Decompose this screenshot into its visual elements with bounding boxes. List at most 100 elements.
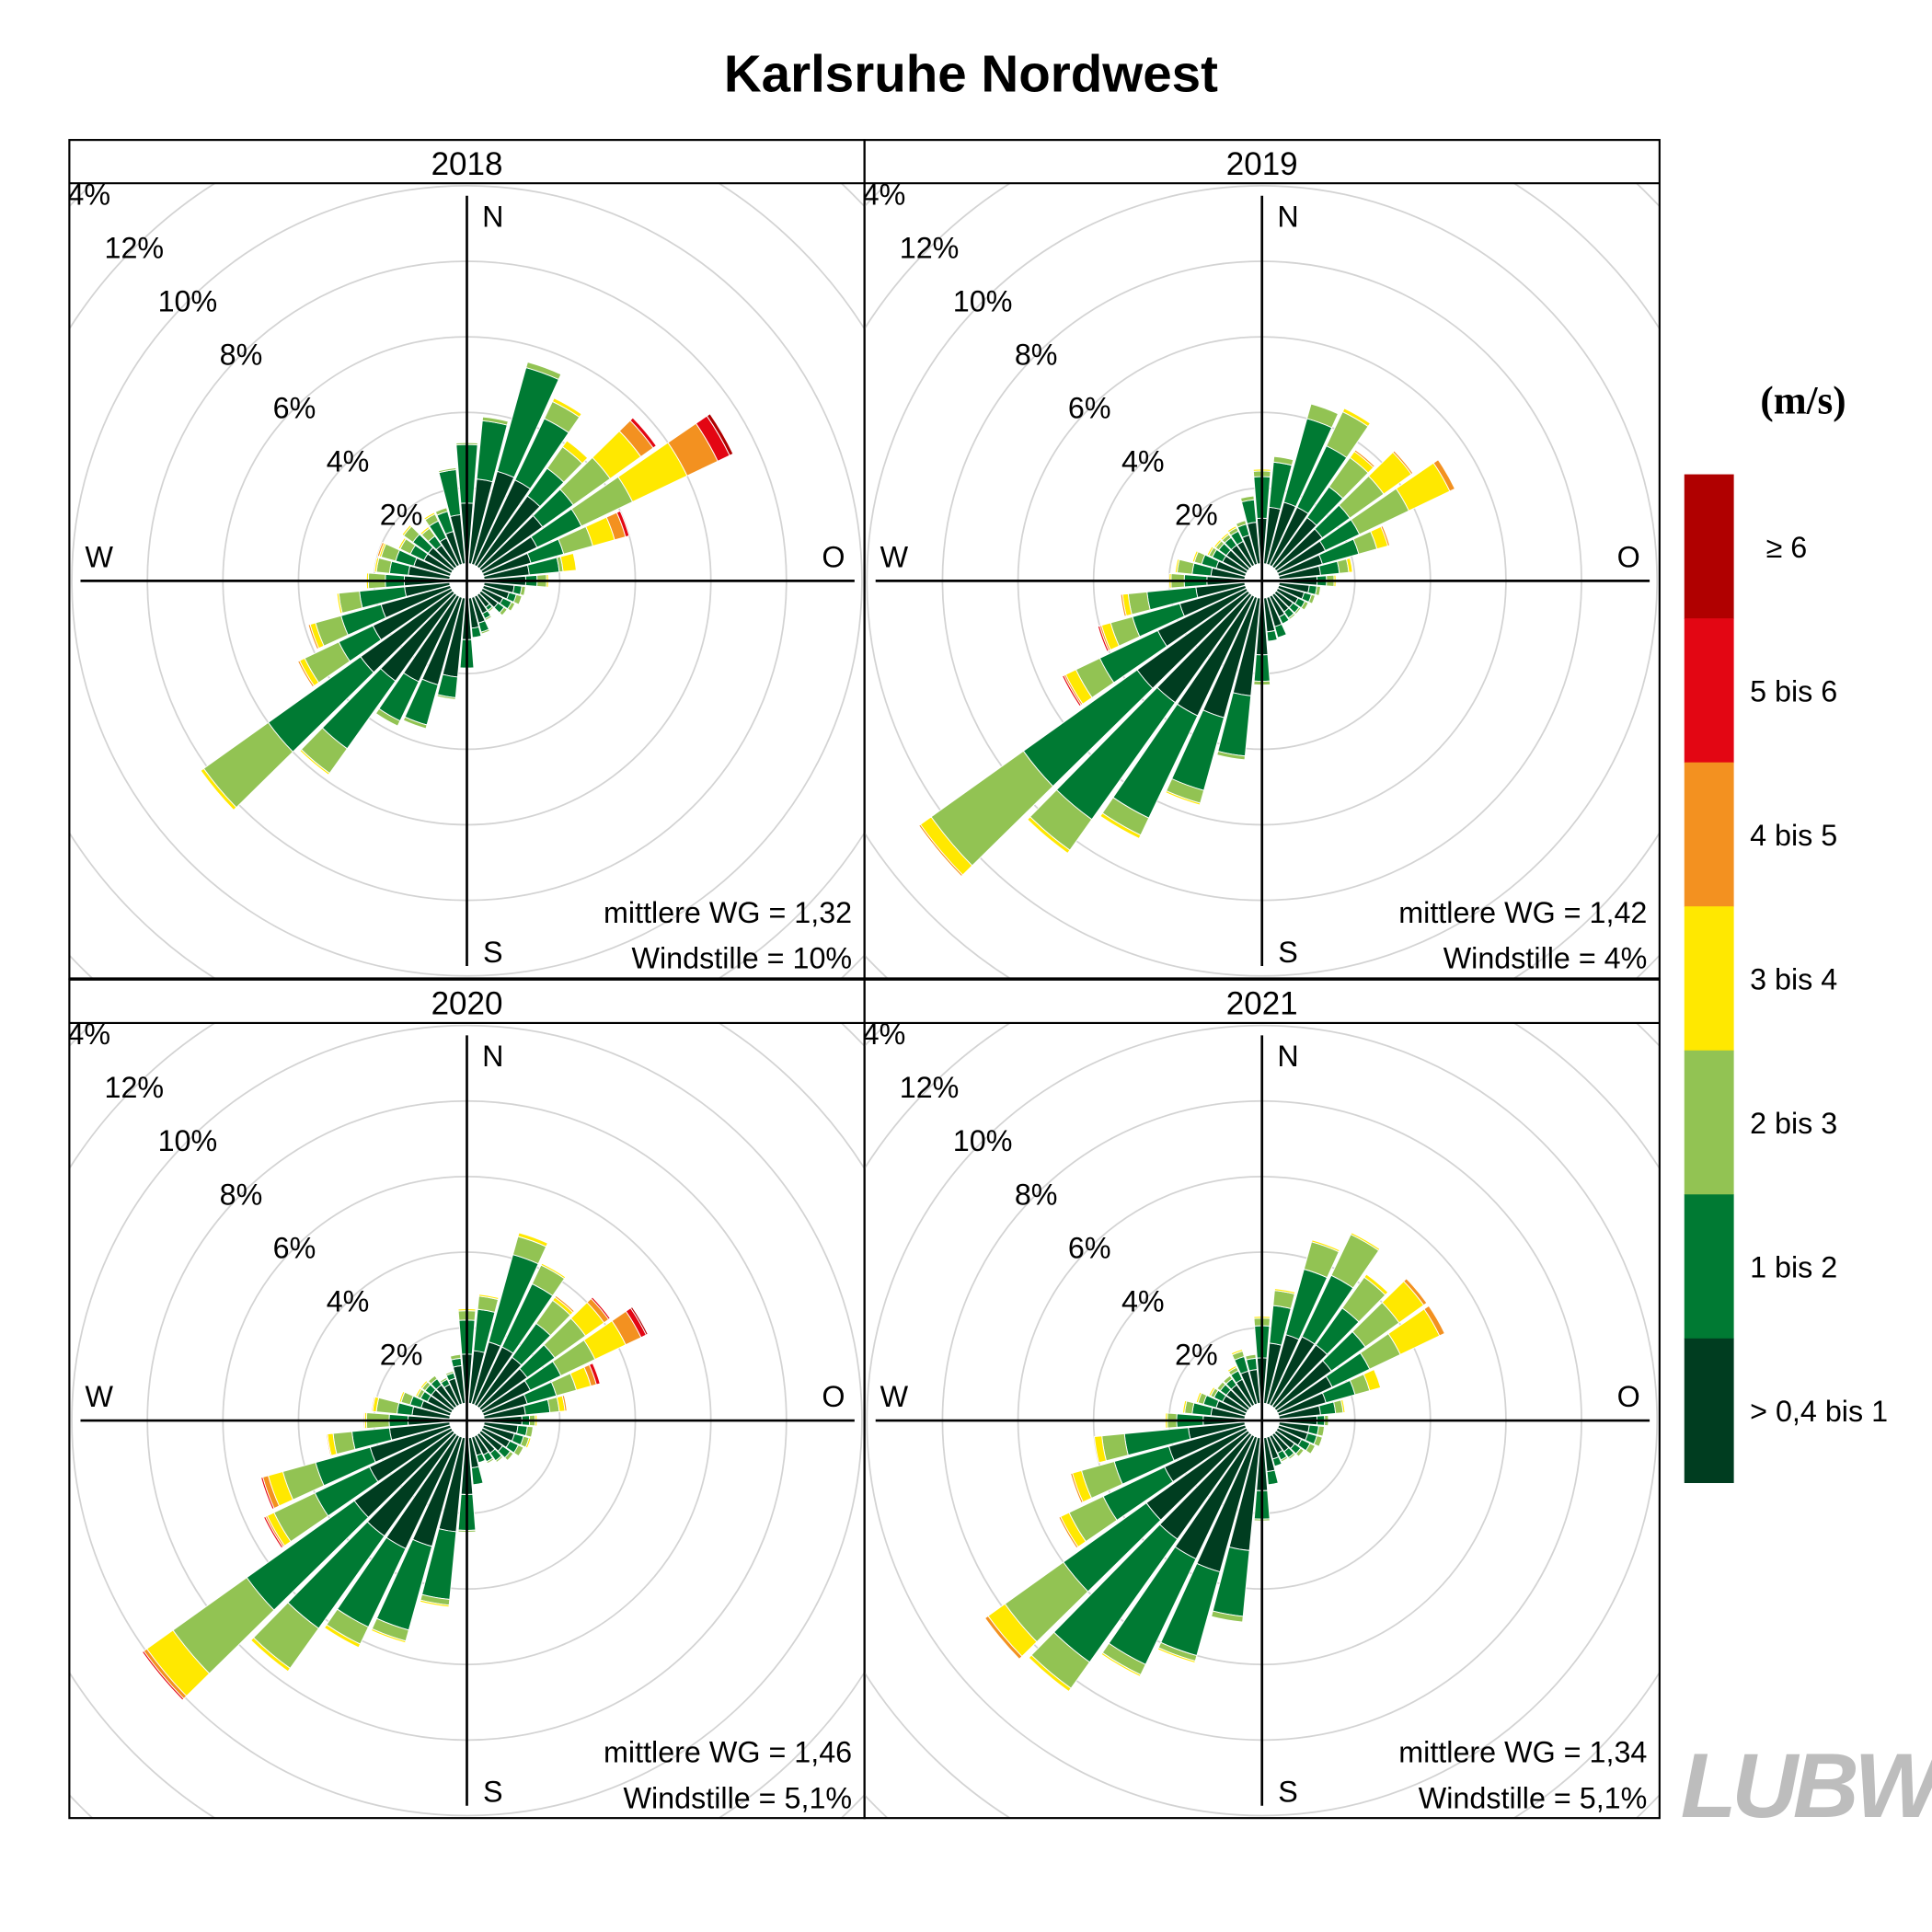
wedge-170-class-1 [470, 626, 482, 638]
plot-area: 2% 4% 6% 8%10% 12% 14% N S W O [51, 1018, 865, 1819]
wedge-20-class-2 [525, 362, 562, 381]
wedge-350-class-2 [437, 466, 457, 474]
grid-ring-10 [71, 185, 863, 977]
compass-w: W [85, 541, 113, 574]
wedge-210-class-3 [1100, 1651, 1142, 1677]
wedge-260-class-2 [332, 1431, 356, 1455]
mean-speed-label: mittlere WG = 1,46 [604, 1736, 852, 1769]
legend-label: 5 bis 6 [1750, 675, 1837, 708]
wedge-130-class-2 [1294, 606, 1302, 615]
mean-speed-label: mittlere WG = 1,32 [604, 896, 852, 929]
wedge-10-class-2 [481, 416, 509, 426]
wedge-140-class-2 [495, 1455, 504, 1464]
ring-label: 8% [1015, 1178, 1058, 1211]
legend-label: > 0,4 bis 1 [1750, 1395, 1888, 1428]
wedge-170-class-1 [1266, 1469, 1279, 1486]
ring-label: 2% [1175, 1338, 1218, 1371]
wedge-300-class-3 [414, 1387, 422, 1397]
wedge-40-class-3 [561, 440, 589, 465]
wedge-60-class-6 [706, 413, 734, 456]
wedge-340-class-3 [1230, 1348, 1244, 1356]
wedge-30-class-3 [1350, 1232, 1381, 1251]
wedge-200-class-3 [370, 1627, 407, 1644]
wedge-210-class-3 [1099, 812, 1142, 840]
compass-o: O [822, 541, 845, 574]
compass-w: W [880, 541, 909, 574]
wedge-340-class-2 [434, 507, 449, 516]
wedge-130-class-2 [499, 606, 508, 616]
wedge-330-class-3 [1226, 1364, 1237, 1373]
wedge-120-class-2 [1305, 1443, 1317, 1455]
wedge-170-class-1 [470, 1466, 484, 1486]
ring-label: 4% [1121, 445, 1165, 478]
ring-label: 6% [1068, 392, 1111, 425]
calm-label: Windstille = 4% [1443, 942, 1648, 975]
wedge-160-class-1 [1273, 623, 1287, 638]
wedge-110-class-3 [524, 1437, 532, 1449]
wedge-260-class-2 [1101, 1432, 1129, 1462]
wedge-20-class-3 [517, 1232, 548, 1248]
ring-label: 6% [273, 392, 316, 425]
wedge-100-class-2 [1317, 1425, 1326, 1437]
wedge-290-class-3 [1195, 1391, 1202, 1404]
ring-label: 10% [953, 1124, 1013, 1157]
wedge-260-class-2 [1127, 591, 1151, 615]
wedge-200-class-2 [402, 716, 428, 730]
wedge-140-class-2 [1287, 613, 1296, 621]
wedge-130-class-2 [1294, 1447, 1305, 1457]
wedge-260-class-5 [325, 1433, 331, 1457]
wedge-150-class-2 [486, 1457, 495, 1465]
wedge-100-class-2 [519, 585, 526, 596]
ring-label: 12% [900, 231, 960, 264]
wedge-280-class-3 [1174, 558, 1180, 573]
ring-label: 14% [846, 1018, 906, 1051]
compass-s: S [1278, 936, 1298, 969]
legend-label: ≥ 6 [1766, 531, 1808, 564]
wedge-120-class-2 [1300, 600, 1309, 611]
calm-label: Windstille = 5,1% [1419, 1781, 1648, 1814]
wedge-290-class-4 [376, 541, 385, 558]
ring-label: 4% [1121, 1284, 1165, 1317]
ring-label: 6% [1068, 1231, 1111, 1264]
legend: (m/s) ≥ 6 5 bis 6 4 bis 5 3 bis 4 2 bis 3 1 b… [1684, 380, 1888, 1484]
wedge-50-class-4 [1392, 450, 1414, 476]
compass-n: N [482, 200, 503, 233]
wedge-190-class-1 [436, 673, 458, 698]
ring-label: 6% [273, 1231, 316, 1264]
wedge-110-class-2 [1313, 1435, 1323, 1447]
legend-swatch-0 [1684, 1338, 1734, 1484]
wedge-220-class-3 [250, 1637, 292, 1673]
wedge-240-class-4 [1058, 1515, 1079, 1549]
wedge-110-class-2 [1307, 593, 1317, 604]
wedge-350-class-1 [1240, 499, 1258, 524]
grid-ring-10 [866, 185, 1659, 977]
wedge-260-class-2 [338, 591, 363, 614]
wedge-160-class-2 [480, 628, 490, 635]
panel-year-label: 2020 [431, 986, 503, 1022]
wedge-350-class-2 [1239, 495, 1255, 503]
ring-label: 12% [105, 1071, 165, 1104]
wedge-240-class-4 [297, 660, 316, 688]
compass-n: N [1277, 200, 1298, 233]
compass-w: W [85, 1380, 113, 1413]
wedge-280-class-3 [374, 557, 380, 573]
wedge-80-class-3 [1345, 558, 1353, 573]
wedge-320-class-3 [1220, 532, 1230, 541]
ring-label: 10% [158, 1124, 218, 1157]
legend-swatch-1 [1684, 1194, 1734, 1340]
wedge-130-class-2 [504, 1450, 514, 1462]
mean-speed-label: mittlere WG = 1,42 [1398, 896, 1647, 929]
legend-swatch-4 [1684, 762, 1734, 907]
wedge-160-class-1 [1271, 1455, 1282, 1467]
wedge-350-class-2 [449, 1353, 462, 1361]
wedge-310-class-3 [420, 1379, 429, 1389]
ring-label: 14% [51, 1018, 110, 1051]
wedge-310-class-3 [1213, 538, 1223, 549]
wedge-330-class-3 [423, 512, 436, 521]
wedge-30-class-3 [540, 1262, 567, 1280]
ring-label: 8% [220, 1178, 263, 1211]
wedge-280-class-2 [1176, 558, 1195, 575]
wedge-30-class-3 [1341, 408, 1372, 428]
